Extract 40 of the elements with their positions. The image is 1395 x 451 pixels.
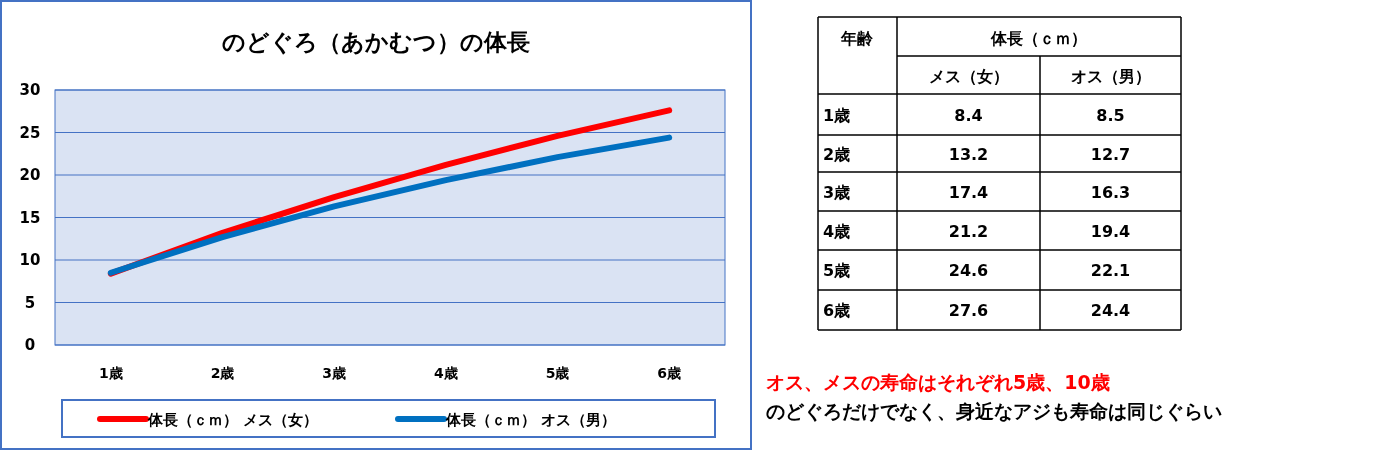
y-tick-label: 5 [24,293,36,312]
data-label: 8.4 [954,105,983,125]
data-label: 8.5 [1096,105,1125,125]
chart-title: のどぐろ（あかむつ）の体長 [222,29,530,55]
y-tick-label: 20 [19,166,41,184]
y-tick-label: 6歳 [823,301,851,320]
x-tick-label: 5歳 [545,365,570,381]
y-axis-title: 年齢 [840,29,874,48]
y-tick-label: 15 [19,208,41,227]
chart-title: 体長（ｃｍ） [990,29,1087,48]
data-label: 24.6 [948,261,989,280]
text: オス、メスの寿命はそれぞれ5歳、10歳 [766,371,1110,393]
data-label: 16.3 [1090,182,1131,202]
y-tick-label: 25 [19,123,41,142]
y-tick-label: 30 [19,81,41,99]
x-tick-label: 1歳 [98,365,123,381]
y-tick-label: 2歳 [823,144,851,164]
data-label: 12.7 [1090,144,1131,164]
y-tick-label: 1歳 [823,105,851,125]
x-tick-label: 3歳 [322,365,347,381]
x-tick-label: 4歳 [433,365,458,381]
y-tick-label: 5歳 [823,261,851,280]
x-tick-label: メス（女） [928,67,1009,86]
data-label: 21.2 [948,221,989,241]
x-tick-label: 6歳 [657,365,682,381]
data-label: 13.2 [948,144,989,164]
data-label: 24.4 [1090,301,1131,320]
y-tick-label: 10 [19,251,41,269]
text: のどぐろだけでなく、身近なアジも寿命は同じぐらい [766,400,1222,422]
x-tick-label: 2歳 [210,365,235,381]
data-label: 17.4 [948,182,989,202]
y-tick-label: 0 [24,336,36,354]
legend-label: 体長（ｃｍ） メス（女） [147,411,319,429]
data-label: 27.6 [948,301,989,320]
y-tick-label: 3歳 [823,182,851,202]
data-label: 22.1 [1090,261,1131,280]
legend-label: 体長（ｃｍ） オス（男） [445,411,617,429]
y-tick-label: 4歳 [823,221,851,241]
x-tick-label: オス（男） [1070,67,1151,86]
data-label: 19.4 [1090,221,1131,241]
